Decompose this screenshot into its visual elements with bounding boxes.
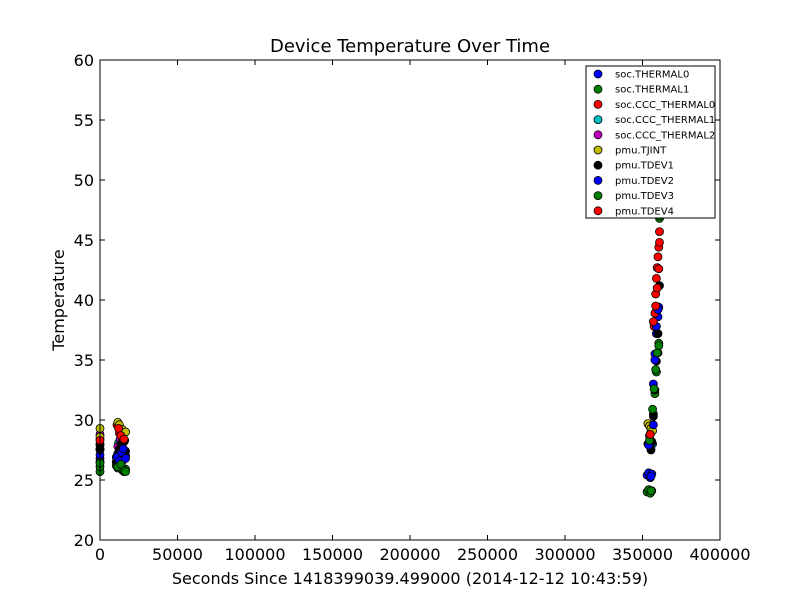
x-tick-label: 300000 <box>534 545 595 564</box>
data-point <box>652 273 661 283</box>
x-axis-label: Seconds Since 1418399039.499000 (2014-12… <box>172 569 648 588</box>
legend-marker <box>593 191 603 201</box>
data-point <box>114 423 123 433</box>
legend-item: soc.CCC_THERMAL0 <box>593 100 715 111</box>
legend-item: pmu.TJINT <box>593 145 667 157</box>
legend-label: soc.THERMAL0 <box>615 70 689 81</box>
data-point <box>648 404 657 414</box>
data-point <box>119 434 129 444</box>
y-tick-label: 20 <box>74 531 94 550</box>
data-point <box>649 317 658 327</box>
legend-item: soc.CCC_THERMAL2 <box>593 130 715 141</box>
legend-label: pmu.TDEV2 <box>615 176 674 187</box>
legend-label: pmu.TDEV3 <box>615 191 674 202</box>
y-tick-label: 60 <box>74 51 94 70</box>
legend-label: pmu.TJINT <box>615 146 667 157</box>
x-tick-label: 50000 <box>152 545 203 564</box>
legend-item: pmu.TDEV1 <box>593 160 674 172</box>
x-tick-label: 350000 <box>612 545 673 564</box>
legend-marker <box>593 84 603 94</box>
x-tick-label: 250000 <box>457 545 518 564</box>
legend-label: soc.THERMAL1 <box>615 85 689 96</box>
data-point <box>645 429 655 439</box>
legend-marker <box>593 160 603 170</box>
y-tick-label: 55 <box>74 111 94 130</box>
legend-label: soc.CCC_THERMAL0 <box>615 100 715 111</box>
data-point <box>652 283 662 293</box>
legend-label: pmu.TDEV4 <box>615 206 674 217</box>
y-axis-label: Temperature <box>49 249 68 351</box>
legend-label: pmu.TDEV1 <box>615 161 674 172</box>
x-tick-label: 100000 <box>224 545 285 564</box>
x-tick-label: 150000 <box>302 545 363 564</box>
legend-marker <box>593 100 603 109</box>
legend-marker <box>593 145 603 155</box>
data-point <box>653 329 663 339</box>
series-9 <box>95 237 664 445</box>
data-point <box>652 348 662 358</box>
data-point <box>651 301 661 311</box>
data-point <box>649 384 659 394</box>
data-point <box>651 365 661 375</box>
y-tick-label: 25 <box>74 471 94 490</box>
legend-marker <box>593 175 603 185</box>
data-point <box>655 237 664 247</box>
x-tick-label: 0 <box>95 545 105 564</box>
legend-marker <box>593 69 603 79</box>
data-point <box>649 420 658 430</box>
data-point <box>649 411 658 421</box>
y-tick-label: 50 <box>74 171 94 190</box>
legend-item: pmu.TDEV3 <box>593 191 674 202</box>
data-point <box>118 444 128 454</box>
data-point <box>654 341 664 351</box>
x-tick-label: 400000 <box>689 545 750 564</box>
chart-title: Device Temperature Over Time <box>270 36 550 57</box>
legend-marker <box>593 130 603 140</box>
legend-marker <box>593 115 603 124</box>
y-tick-label: 35 <box>74 351 94 370</box>
data-point <box>121 467 130 477</box>
y-tick-label: 40 <box>74 291 94 310</box>
data-point <box>653 252 663 262</box>
legend-marker <box>593 206 603 216</box>
legend-label: soc.CCC_THERMAL2 <box>615 130 715 141</box>
legend-box <box>585 65 716 219</box>
legend-item: pmu.TDEV2 <box>593 175 674 187</box>
legend-item: pmu.TDEV4 <box>593 206 674 217</box>
y-tick-label: 45 <box>74 231 94 250</box>
axis-ticks: 0 50000 100000 150000 200000 250000 300000 3500… <box>74 51 751 564</box>
y-tick-label: 30 <box>74 411 94 430</box>
legend-item: soc.THERMAL0 <box>593 69 689 81</box>
data-point <box>646 486 656 496</box>
x-tick-label: 200000 <box>379 545 440 564</box>
legend-item: soc.CCC_THERMAL1 <box>593 115 715 126</box>
data-point <box>655 227 664 237</box>
series-7 <box>112 305 663 481</box>
legend-item: soc.THERMAL1 <box>593 84 689 96</box>
data-point <box>646 471 656 481</box>
data-point <box>121 453 130 463</box>
legend: soc.THERMAL0 soc.THERMAL1 soc.CCC_THERMAL0… <box>585 65 716 219</box>
data-point <box>654 264 664 274</box>
data-point <box>650 355 660 365</box>
legend-label: soc.CCC_THERMAL1 <box>615 115 715 126</box>
